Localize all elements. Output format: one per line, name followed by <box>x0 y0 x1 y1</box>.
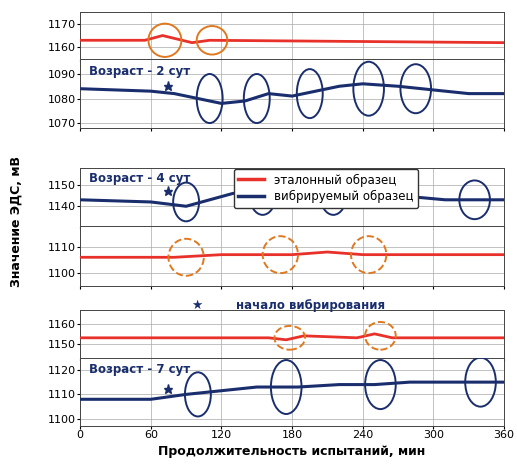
X-axis label: Продолжительность испытаний, мин: Продолжительность испытаний, мин <box>159 445 425 458</box>
Legend: эталонный образец, вибрируемый образец: эталонный образец, вибрируемый образец <box>234 169 418 208</box>
Text: Возраст - 7 сут: Возраст - 7 сут <box>88 363 190 376</box>
Text: Возраст - 2 сут: Возраст - 2 сут <box>88 65 190 78</box>
Text: ★: ★ <box>191 299 202 312</box>
Text: Значение ЭДС, мВ: Значение ЭДС, мВ <box>10 156 23 287</box>
Text: начало вибрирования: начало вибрирования <box>236 299 385 312</box>
Text: Возраст - 4 сут: Возраст - 4 сут <box>88 172 190 185</box>
